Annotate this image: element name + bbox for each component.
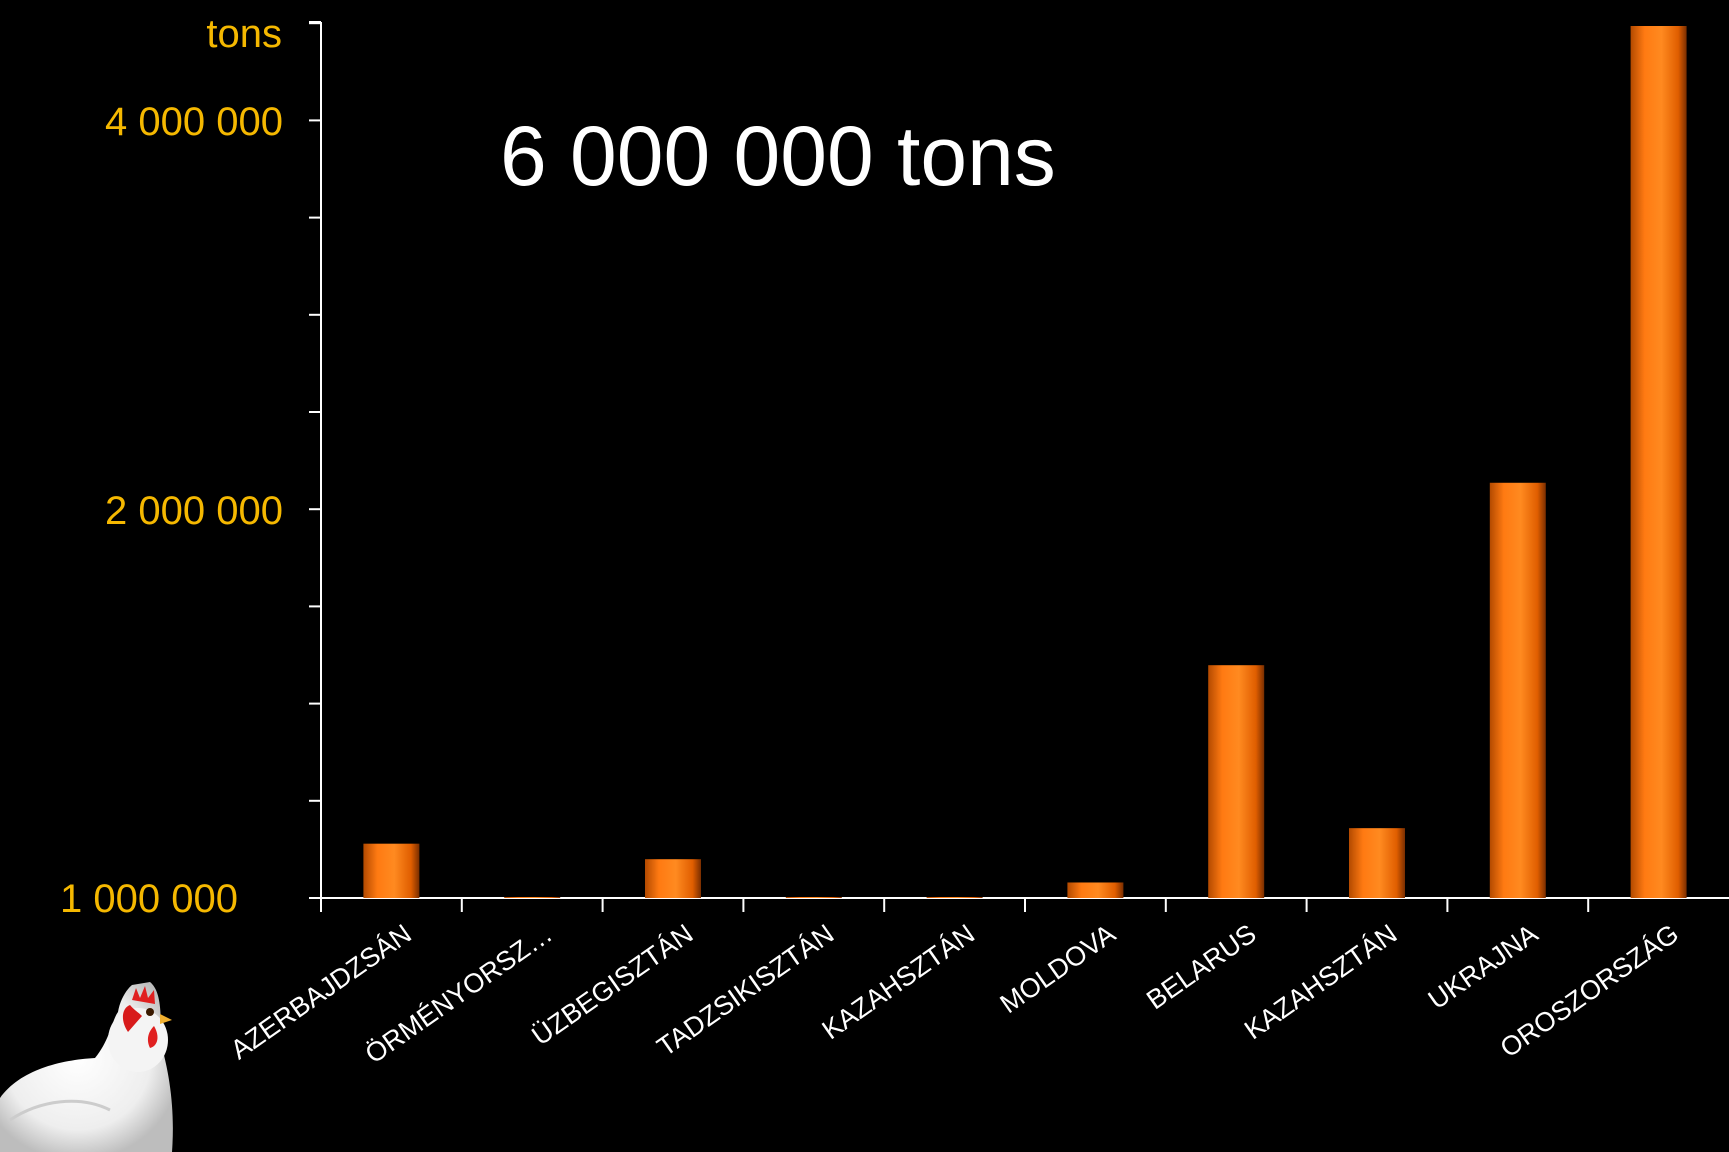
x-axis-tick-labels: AZERBAJDZSÁNÖRMÉNYORSZ…ÜZBEGISZTÁNTADZSI…	[225, 918, 1684, 1069]
x-tick-label: KAZAHSZTÁN	[1239, 918, 1402, 1045]
bar	[1067, 882, 1124, 898]
y-axis-tick-labels: 1 000 000 2 000 000 4 000 000	[60, 100, 283, 921]
bar	[363, 843, 420, 898]
bar	[645, 859, 701, 898]
y-tick-label: 1 000 000	[60, 877, 238, 921]
bar	[1630, 26, 1687, 898]
x-tick-label: UKRAJNA	[1423, 918, 1543, 1015]
x-tick-label: KAZAHSZTÁN	[817, 918, 980, 1045]
bar	[1349, 828, 1405, 898]
bar	[504, 897, 561, 898]
bar	[785, 897, 842, 898]
chicken-icon	[0, 982, 173, 1152]
bar	[1489, 482, 1546, 898]
y-tick-label: 4 000 000	[105, 100, 283, 144]
x-axis-ticks	[320, 898, 1590, 912]
x-tick-label: MOLDOVA	[995, 918, 1121, 1019]
y-axis-minor-ticks	[309, 21, 321, 899]
x-tick-label: BELARUS	[1141, 918, 1261, 1015]
y-tick-label: 2 000 000	[105, 489, 283, 533]
chart-title: 6 000 000 tons	[500, 109, 1056, 203]
bar	[926, 897, 983, 898]
bar	[1208, 665, 1265, 898]
y-axis-unit-label: tons	[206, 12, 282, 56]
bars-group	[363, 26, 1687, 898]
